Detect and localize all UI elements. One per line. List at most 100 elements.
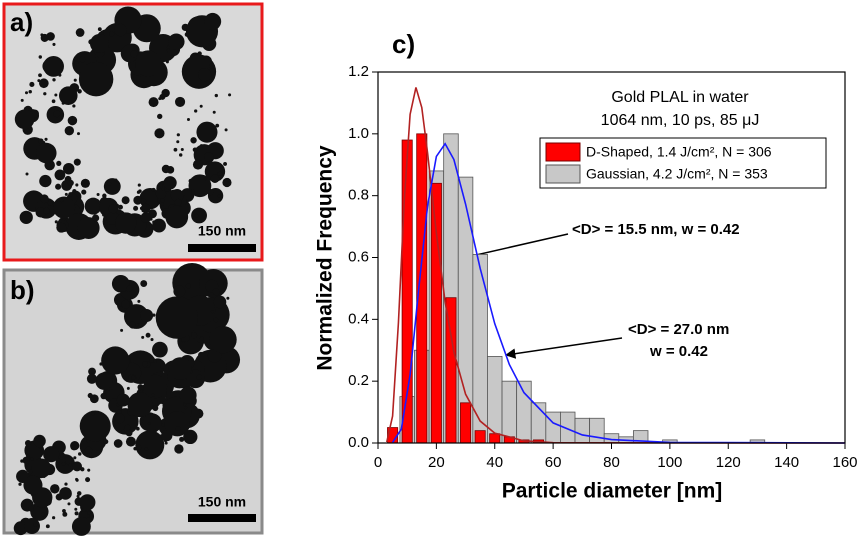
particle <box>79 56 86 63</box>
particle <box>67 115 78 126</box>
particle <box>128 321 136 329</box>
particle <box>68 463 72 467</box>
particle <box>126 386 130 390</box>
particle <box>121 196 130 205</box>
particle <box>141 335 145 339</box>
particle <box>75 477 79 481</box>
particle <box>52 516 56 520</box>
particle <box>154 219 158 223</box>
particle <box>141 361 148 368</box>
particle <box>18 482 22 486</box>
particle <box>159 183 163 188</box>
particle <box>178 153 183 157</box>
particle <box>55 183 62 190</box>
particle <box>191 189 195 193</box>
particle <box>145 332 151 338</box>
particle <box>43 446 60 463</box>
annotation-arrow <box>504 337 623 359</box>
particle <box>223 161 228 166</box>
particle <box>113 275 130 292</box>
particle <box>168 33 185 51</box>
particle <box>25 172 29 176</box>
particle <box>168 357 192 380</box>
particle <box>108 204 118 214</box>
x-tick-label: 120 <box>716 454 741 471</box>
particle <box>84 197 102 215</box>
panel-label: c) <box>392 29 415 59</box>
particle <box>39 174 52 188</box>
particle <box>175 426 181 432</box>
legend-box <box>539 137 827 189</box>
particle <box>109 31 115 37</box>
particle <box>165 205 189 229</box>
scale-bar-label: 150 nm <box>198 494 246 510</box>
particle <box>33 434 46 448</box>
particle <box>140 309 154 323</box>
particle <box>114 23 127 37</box>
particle <box>213 317 219 323</box>
plot-frame <box>377 71 846 444</box>
y-tick-label: 1.0 <box>348 125 369 142</box>
annotation: <D> = 15.5 nm, w = 0.42 <box>572 221 740 238</box>
x-tick-label: 0 <box>374 454 382 471</box>
particle <box>124 424 131 431</box>
particle <box>43 207 50 215</box>
particle <box>192 159 204 170</box>
particle <box>149 358 166 375</box>
particle <box>73 456 77 460</box>
particle <box>59 197 64 203</box>
particle <box>35 207 46 218</box>
particle <box>87 511 91 515</box>
bar <box>430 182 442 444</box>
particle <box>75 28 85 37</box>
particle <box>88 367 96 376</box>
bar <box>487 356 503 444</box>
particle <box>214 93 218 98</box>
x-tick-label: 100 <box>657 454 682 471</box>
particle <box>52 196 76 219</box>
particle <box>20 98 24 102</box>
particle <box>135 50 162 77</box>
particle <box>212 110 216 114</box>
particle <box>151 393 155 397</box>
particle <box>67 502 71 506</box>
particle <box>75 183 79 187</box>
particle <box>133 205 139 211</box>
particle <box>126 285 133 292</box>
particle <box>79 410 111 442</box>
particle <box>140 212 152 223</box>
particle <box>31 458 52 479</box>
bar <box>589 417 605 444</box>
particle <box>89 33 110 54</box>
particle <box>74 57 78 61</box>
particle <box>31 504 35 508</box>
particle <box>224 128 228 132</box>
particle <box>62 511 68 517</box>
particle <box>137 384 144 391</box>
particle <box>204 12 222 31</box>
particle <box>194 109 198 113</box>
particle <box>164 411 190 437</box>
particle <box>203 177 207 181</box>
y-axis-label: Normalized Frequency <box>314 145 337 371</box>
particle <box>41 512 45 517</box>
particle <box>151 187 156 192</box>
particle <box>208 47 212 51</box>
fit-curve <box>391 142 846 444</box>
particle <box>212 288 220 296</box>
particle <box>95 372 113 390</box>
particle <box>154 128 165 139</box>
particle <box>179 436 185 442</box>
particle <box>147 421 151 426</box>
particle <box>84 446 93 454</box>
particle <box>209 63 215 69</box>
particle <box>24 91 28 95</box>
particle <box>209 325 237 354</box>
particle <box>40 33 49 42</box>
particle <box>38 138 44 144</box>
y-tick-label: 0.8 <box>348 187 369 204</box>
particle <box>163 176 177 190</box>
particle <box>40 194 49 204</box>
